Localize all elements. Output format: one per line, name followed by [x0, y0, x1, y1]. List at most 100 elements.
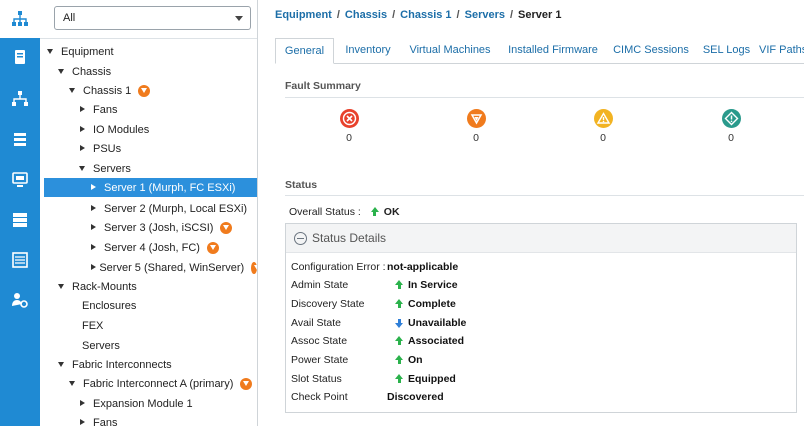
fault-summary-title: Fault Summary — [285, 80, 361, 92]
tab-general[interactable]: General — [275, 38, 334, 64]
expanded-icon[interactable] — [46, 47, 55, 56]
tree-node-expansion-module-1[interactable]: Expansion Module 1 — [40, 394, 257, 413]
overall-status: Overall Status : OK — [289, 206, 400, 218]
tree-node-label: Server 4 (Josh, FC) — [104, 241, 200, 254]
navigation-rail — [0, 0, 40, 426]
status-details-header[interactable]: Status Details — [286, 224, 796, 253]
expanded-icon[interactable] — [68, 379, 77, 388]
collapsed-icon[interactable] — [78, 399, 87, 408]
tree-node-server-2[interactable]: Server 2 (Murph, Local ESXi) — [40, 199, 257, 218]
tree-node-server-1[interactable]: Server 1 (Murph, FC ESXi) — [44, 178, 257, 197]
expanded-icon[interactable] — [57, 360, 66, 369]
collapsed-icon[interactable] — [78, 125, 87, 134]
tree-node-psus[interactable]: PSUs — [40, 139, 257, 158]
breadcrumb-servers[interactable]: Servers — [464, 9, 505, 21]
tab-virtual-machines[interactable]: Virtual Machines — [409, 44, 491, 56]
arrow-up-icon — [395, 335, 403, 345]
lan-icon[interactable] — [0, 80, 40, 118]
collapsed-icon[interactable] — [89, 204, 98, 213]
servers-icon[interactable] — [0, 38, 40, 76]
minor-fault[interactable]: 0 — [591, 109, 615, 144]
overall-status-value: OK — [383, 206, 400, 218]
row-label: Power State — [291, 354, 349, 366]
tree-node-fex[interactable]: FEX — [40, 316, 257, 335]
vm-icon[interactable] — [0, 161, 40, 199]
tree-node-chassis-1[interactable]: Chassis 1 — [40, 81, 257, 100]
status-row-admin-state: Admin State In Service — [291, 276, 791, 294]
tree-node-label: Server 1 (Murph, FC ESXi) — [104, 181, 236, 194]
collapsed-icon[interactable] — [89, 183, 98, 192]
tree-node-label: FEX — [82, 319, 104, 332]
status-row-power-state: Power State On — [291, 351, 791, 369]
collapsed-icon[interactable] — [78, 105, 87, 114]
tree-node-label: Servers — [93, 162, 131, 175]
row-label: Slot Status — [291, 373, 342, 385]
main-content: Equipment / Chassis / Chassis 1 / Servers / Serv… — [258, 0, 804, 426]
expanded-icon[interactable] — [68, 86, 77, 95]
tree-node-fabric-interconnect-a[interactable]: Fabric Interconnect A (primary) — [40, 374, 257, 393]
tree-node-fi-fans[interactable]: Fans — [40, 413, 257, 426]
tree-node-label: Rack-Mounts — [72, 280, 137, 293]
san-icon[interactable] — [0, 120, 40, 158]
admin-icon[interactable] — [0, 281, 40, 319]
tree-node-rack-mounts[interactable]: Rack-Mounts — [40, 277, 257, 296]
critical-fault[interactable]: 0 — [337, 109, 361, 144]
status-details-title: Status Details — [312, 231, 387, 245]
collapsed-icon[interactable] — [89, 223, 98, 232]
breadcrumb-chassis[interactable]: Chassis — [344, 9, 388, 21]
breadcrumb-separator: / — [392, 9, 396, 21]
expanded-icon[interactable] — [57, 282, 66, 291]
tab-inventory[interactable]: Inventory — [345, 44, 391, 56]
major-fault[interactable]: 0 — [464, 109, 488, 144]
warning-fault[interactable]: 0 — [719, 109, 743, 144]
tab-vif-paths[interactable]: VIF Paths — [759, 44, 804, 56]
collapsed-icon[interactable] — [78, 144, 87, 153]
divider — [285, 195, 804, 196]
tree-node-fabric-interconnects[interactable]: Fabric Interconnects — [40, 355, 257, 374]
collapsed-icon[interactable] — [78, 418, 87, 426]
tree-node-chassis[interactable]: Chassis — [40, 62, 257, 81]
minor-count: 0 — [600, 132, 606, 144]
status-row-discovery-state: Discovery State Complete — [291, 295, 791, 313]
expanded-icon[interactable] — [78, 164, 87, 173]
divider — [40, 38, 257, 39]
tree-node-enclosures[interactable]: Enclosures — [40, 296, 257, 315]
collapsed-icon[interactable] — [89, 263, 97, 272]
tab-bar: General Inventory Virtual Machines Insta… — [275, 38, 804, 64]
tab-sel-logs[interactable]: SEL Logs — [702, 44, 751, 56]
row-value: In Service — [408, 279, 458, 291]
storage-icon[interactable] — [0, 201, 40, 239]
filter-dropdown[interactable]: All — [54, 6, 251, 30]
tree-node-label: Equipment — [61, 45, 114, 58]
arrow-up-icon — [395, 373, 403, 383]
tree-node-label: Servers — [82, 339, 120, 352]
row-value: On — [408, 354, 423, 366]
chevron-down-icon — [235, 16, 243, 21]
tab-installed-firmware[interactable]: Installed Firmware — [508, 44, 598, 56]
arrow-up-icon — [395, 354, 403, 364]
collapse-icon[interactable] — [294, 231, 307, 245]
major-fault-icon — [206, 241, 219, 254]
tree-node-fans[interactable]: Fans — [40, 100, 257, 119]
tree-node-server-4[interactable]: Server 4 (Josh, FC) — [40, 238, 257, 257]
tree-node-server-5[interactable]: Server 5 (Shared, WinServer) — [40, 258, 257, 277]
row-value: Complete — [408, 298, 456, 310]
major-fault-icon — [138, 84, 151, 97]
breadcrumb-equipment[interactable]: Equipment — [275, 9, 332, 21]
tree-node-label: Server 3 (Josh, iSCSI) — [104, 221, 214, 234]
chassis-icon[interactable] — [0, 241, 40, 279]
row-value: Associated — [408, 335, 465, 347]
tree-node-server-3[interactable]: Server 3 (Josh, iSCSI) — [40, 218, 257, 237]
equipment-icon[interactable] — [0, 0, 40, 38]
tree-node-label: Fabric Interconnect A (primary) — [83, 377, 234, 390]
status-row-check-point: Check Point Discovered — [291, 388, 791, 406]
breadcrumb-chassis-1[interactable]: Chassis 1 — [400, 9, 452, 21]
warning-icon — [721, 109, 741, 128]
collapsed-icon[interactable] — [89, 243, 98, 252]
tree-node-io-modules[interactable]: IO Modules — [40, 120, 257, 139]
tree-node-equipment[interactable]: Equipment — [40, 42, 257, 61]
tab-cimc-sessions[interactable]: CIMC Sessions — [613, 44, 689, 56]
tree-node-servers[interactable]: Servers — [40, 159, 257, 178]
tree-node-rack-servers[interactable]: Servers — [40, 336, 257, 355]
expanded-icon[interactable] — [57, 67, 66, 76]
